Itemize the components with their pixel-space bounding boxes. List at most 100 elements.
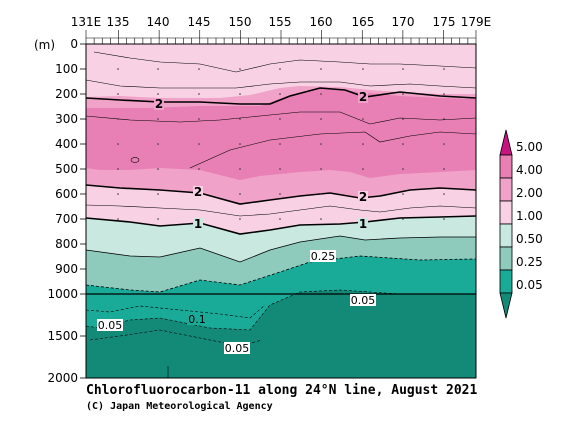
station-dot (117, 68, 119, 70)
station-dot (402, 68, 404, 70)
station-dot (239, 118, 241, 120)
station-dot (157, 118, 159, 120)
contour-label: 0.05 (225, 342, 250, 355)
contour-0.05-deep (85, 289, 476, 331)
y-tick-label: 400 (55, 137, 78, 151)
station-dot (117, 218, 119, 220)
station-dot (198, 168, 200, 170)
contour-label: 2 (359, 190, 367, 204)
station-dot (362, 168, 364, 170)
station-dot (117, 143, 119, 145)
station-dot (198, 68, 200, 70)
contour-2-lower (85, 184, 477, 205)
y-tick-label: 600 (55, 187, 78, 201)
station-dot (157, 168, 159, 170)
station-dot (117, 193, 119, 195)
y-tick-label: 200 (55, 87, 78, 101)
contour-label: 0.05 (351, 294, 376, 307)
station-dot (362, 118, 364, 120)
credit-text: (C) Japan Meteorological Agency (86, 400, 273, 412)
station-dot (443, 93, 445, 95)
contour-surface (93, 51, 477, 73)
contour-0.25 (85, 255, 477, 293)
y-tick-label: 2000 (47, 371, 78, 385)
contour-mid-thin-2 (189, 131, 477, 169)
y-unit-label: (m) (34, 38, 55, 52)
station-dot (157, 93, 159, 95)
y-tick-label: 800 (55, 237, 78, 251)
station-dot (117, 93, 119, 95)
colorbar-swatch (499, 246, 513, 271)
contour-label: 2 (194, 185, 202, 199)
colorbar-swatch (499, 154, 513, 179)
x-tick-label: 179E (461, 15, 492, 29)
station-dot (402, 168, 404, 170)
station-dot (279, 218, 281, 220)
station-dot (443, 143, 445, 145)
station-dot (279, 118, 281, 120)
station-dot (320, 218, 322, 220)
contour-label: 2 (359, 90, 367, 104)
station-dot (279, 193, 281, 195)
x-tick-label: 140 (147, 15, 170, 29)
contour-upper-thin (85, 79, 477, 89)
colorbar-label: 2.00 (516, 186, 543, 200)
y-tick-label: 1500 (47, 329, 78, 343)
contour-small-loop (130, 157, 140, 163)
contour-0.5 (85, 235, 476, 263)
colorbar-label: 0.50 (516, 232, 543, 246)
contour-labels: 2 2 2 2 1 1 0.25 0.05 0.1 0.05 0.05 (97, 90, 376, 355)
station-dot (362, 143, 364, 145)
station-dot (157, 68, 159, 70)
contour-lower-thin (85, 204, 477, 217)
contour-label: 1 (359, 217, 367, 231)
top-axis-ticks (85, 30, 477, 44)
station-dot (443, 218, 445, 220)
station-dot (402, 93, 404, 95)
station-dot (402, 193, 404, 195)
station-dot (320, 143, 322, 145)
station-dot (117, 118, 119, 120)
station-dot (320, 68, 322, 70)
contour-label: 2 (155, 97, 163, 111)
station-dot (320, 93, 322, 95)
station-dot (239, 218, 241, 220)
colorbar-label: 1.00 (516, 209, 543, 223)
station-dot (320, 168, 322, 170)
colorbar-swatch (499, 223, 513, 248)
station-dot (279, 143, 281, 145)
station-dot (279, 68, 281, 70)
station-dot (320, 118, 322, 120)
station-dot (198, 93, 200, 95)
y-tick-label: 300 (55, 112, 78, 126)
x-tick-label: 155 (269, 15, 292, 29)
station-dot (443, 68, 445, 70)
colorbar-swatch (499, 177, 513, 202)
colorbar-swatch (499, 129, 513, 156)
colorbar-label: 4.00 (516, 163, 543, 177)
colorbar: 5.00 4.00 2.00 1.00 0.50 0.25 0.05 (499, 129, 543, 319)
station-dot (443, 118, 445, 120)
colorbar-label: 5.00 (516, 140, 543, 154)
colorbar-label: 0.25 (516, 255, 543, 269)
contour-label: 0.1 (188, 313, 206, 326)
x-tick-label: 135 (107, 15, 130, 29)
concentration-bands (86, 44, 476, 378)
x-tick-label: 150 (229, 15, 252, 29)
y-tick-label: 900 (55, 262, 78, 276)
y-tick-label: 1000 (47, 287, 78, 301)
colorbar-swatch (499, 292, 513, 319)
y-tick-label: 0 (70, 37, 78, 51)
contour-mid-thin-1 (85, 111, 477, 125)
station-dot (402, 118, 404, 120)
station-dot (443, 193, 445, 195)
station-dot (157, 218, 159, 220)
station-dot (198, 118, 200, 120)
y-tick-label: 100 (55, 62, 78, 76)
contour-label: 1 (194, 217, 202, 231)
colorbar-swatch (499, 200, 513, 225)
station-dot (198, 143, 200, 145)
station-dot (402, 218, 404, 220)
station-dot (239, 143, 241, 145)
